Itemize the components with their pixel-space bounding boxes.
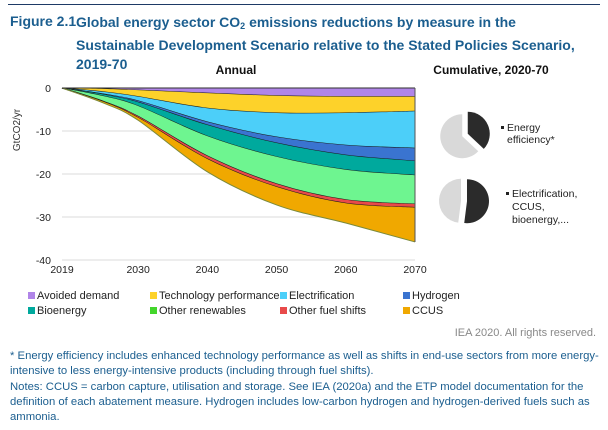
pie-slice-rest: [439, 178, 462, 223]
pie2-label-line3: bioenergy,...: [512, 214, 569, 226]
footnote: * Energy efficiency includes enhanced te…: [10, 350, 599, 378]
legend-label: Other fuel shifts: [289, 305, 367, 317]
legend-swatch: [403, 307, 410, 314]
pie1-label: Energy efficiency*: [501, 122, 555, 146]
y-tick-label: 0: [45, 83, 51, 95]
figure-title-part2: emissions reductions by measure in the S…: [76, 14, 575, 72]
x-tick-label: 2050: [265, 264, 289, 276]
annual-chart: Annual Cumulative, 2020-70 GtCO2/yr 0 -10…: [12, 63, 577, 276]
legend-swatch: [28, 307, 35, 314]
legend-swatch: [280, 307, 287, 314]
figure-number: Figure 2.1: [10, 13, 77, 29]
pie1-label-line1: Energy: [507, 122, 541, 134]
legend-item-hydrogen: Hydrogen: [403, 290, 460, 302]
boundary-line: [61, 87, 416, 243]
legend-label: CCUS: [412, 305, 444, 317]
area-hydrogen: [62, 88, 415, 162]
x-tick-label: 2040: [196, 264, 220, 276]
legend-swatch: [280, 292, 287, 299]
x-tick-label: 2019: [50, 264, 74, 276]
pie-slice-highlight: [467, 111, 490, 149]
top-rule: [8, 4, 600, 5]
area-technology-performance: [62, 88, 415, 114]
x-tick-labels: 2019 2030 2040 2050 2060 2070: [50, 264, 427, 276]
legend-label: Other renewables: [159, 305, 246, 317]
area-other-renewables: [62, 88, 415, 205]
legend-item-electrification: Electrification: [280, 290, 354, 302]
legend-label: Avoided demand: [37, 290, 120, 302]
notes-text: Notes: CCUS = carbon capture, utilisatio…: [10, 380, 590, 424]
figure-notes: * Energy efficiency includes enhanced te…: [10, 349, 600, 425]
pie-slice-highlight: [464, 179, 489, 224]
pie2-label-line1: Electrification,: [512, 188, 577, 200]
legend-item-avoided-demand: Avoided demand: [28, 290, 119, 302]
area-bioenergy: [62, 88, 415, 176]
legend-label: Technology performance: [159, 290, 280, 302]
legend-label: Hydrogen: [412, 290, 460, 302]
legend-item-bioenergy: Bioenergy: [28, 305, 87, 317]
area-ccus: [62, 88, 415, 242]
legend-swatch: [28, 292, 35, 299]
area-electrification: [62, 88, 415, 149]
legend-label: Electrification: [289, 290, 355, 302]
figure-title-subscript: 2: [240, 21, 246, 31]
legend-swatch: [150, 307, 157, 314]
legend-swatch: [150, 292, 157, 299]
pie1-bullet: [501, 126, 504, 129]
x-tick-label: 2060: [334, 264, 358, 276]
legend-item-ccus: CCUS: [403, 305, 443, 317]
stacked-areas: [61, 87, 416, 243]
y-axis-label: GtCO2/yr: [12, 108, 23, 151]
legend-item-other-fuel-shifts: Other fuel shifts: [280, 305, 366, 317]
legend-item-other-renewables: Other renewables: [150, 305, 246, 317]
figure-title: Global energy sector CO2 emissions reduc…: [76, 13, 596, 74]
pie1-label-line2: efficiency*: [507, 134, 555, 146]
legend-label: Bioenergy: [37, 305, 87, 317]
y-tick-labels: 0 -10 -20 -30 -40: [36, 83, 51, 267]
pie-slice-rest: [440, 114, 479, 159]
x-tick-label: 2030: [126, 264, 150, 276]
figure-title-part1: Global energy sector CO: [76, 14, 241, 30]
pie2-label-line2: CCUS,: [512, 201, 545, 213]
copyright-notice: IEA 2020. All rights reserved.: [454, 327, 596, 339]
legend-item-technology-performance: Technology performance: [150, 290, 279, 302]
cumulative-chart-title: Cumulative, 2020-70: [433, 63, 549, 77]
pie2-label: Electrification, CCUS, bioenergy,...: [506, 188, 577, 226]
y-tick-label: -30: [36, 212, 51, 224]
legend-swatch: [403, 292, 410, 299]
annual-chart-title: Annual: [216, 63, 257, 77]
y-tick-label: -20: [36, 169, 51, 181]
area-avoided-demand: [62, 88, 415, 97]
y-tick-label: -10: [36, 126, 51, 138]
y-tick-label: -40: [36, 255, 51, 267]
cumulative-pies: [439, 111, 490, 224]
x-tick-label: 2070: [403, 264, 427, 276]
pie2-bullet: [506, 192, 509, 195]
